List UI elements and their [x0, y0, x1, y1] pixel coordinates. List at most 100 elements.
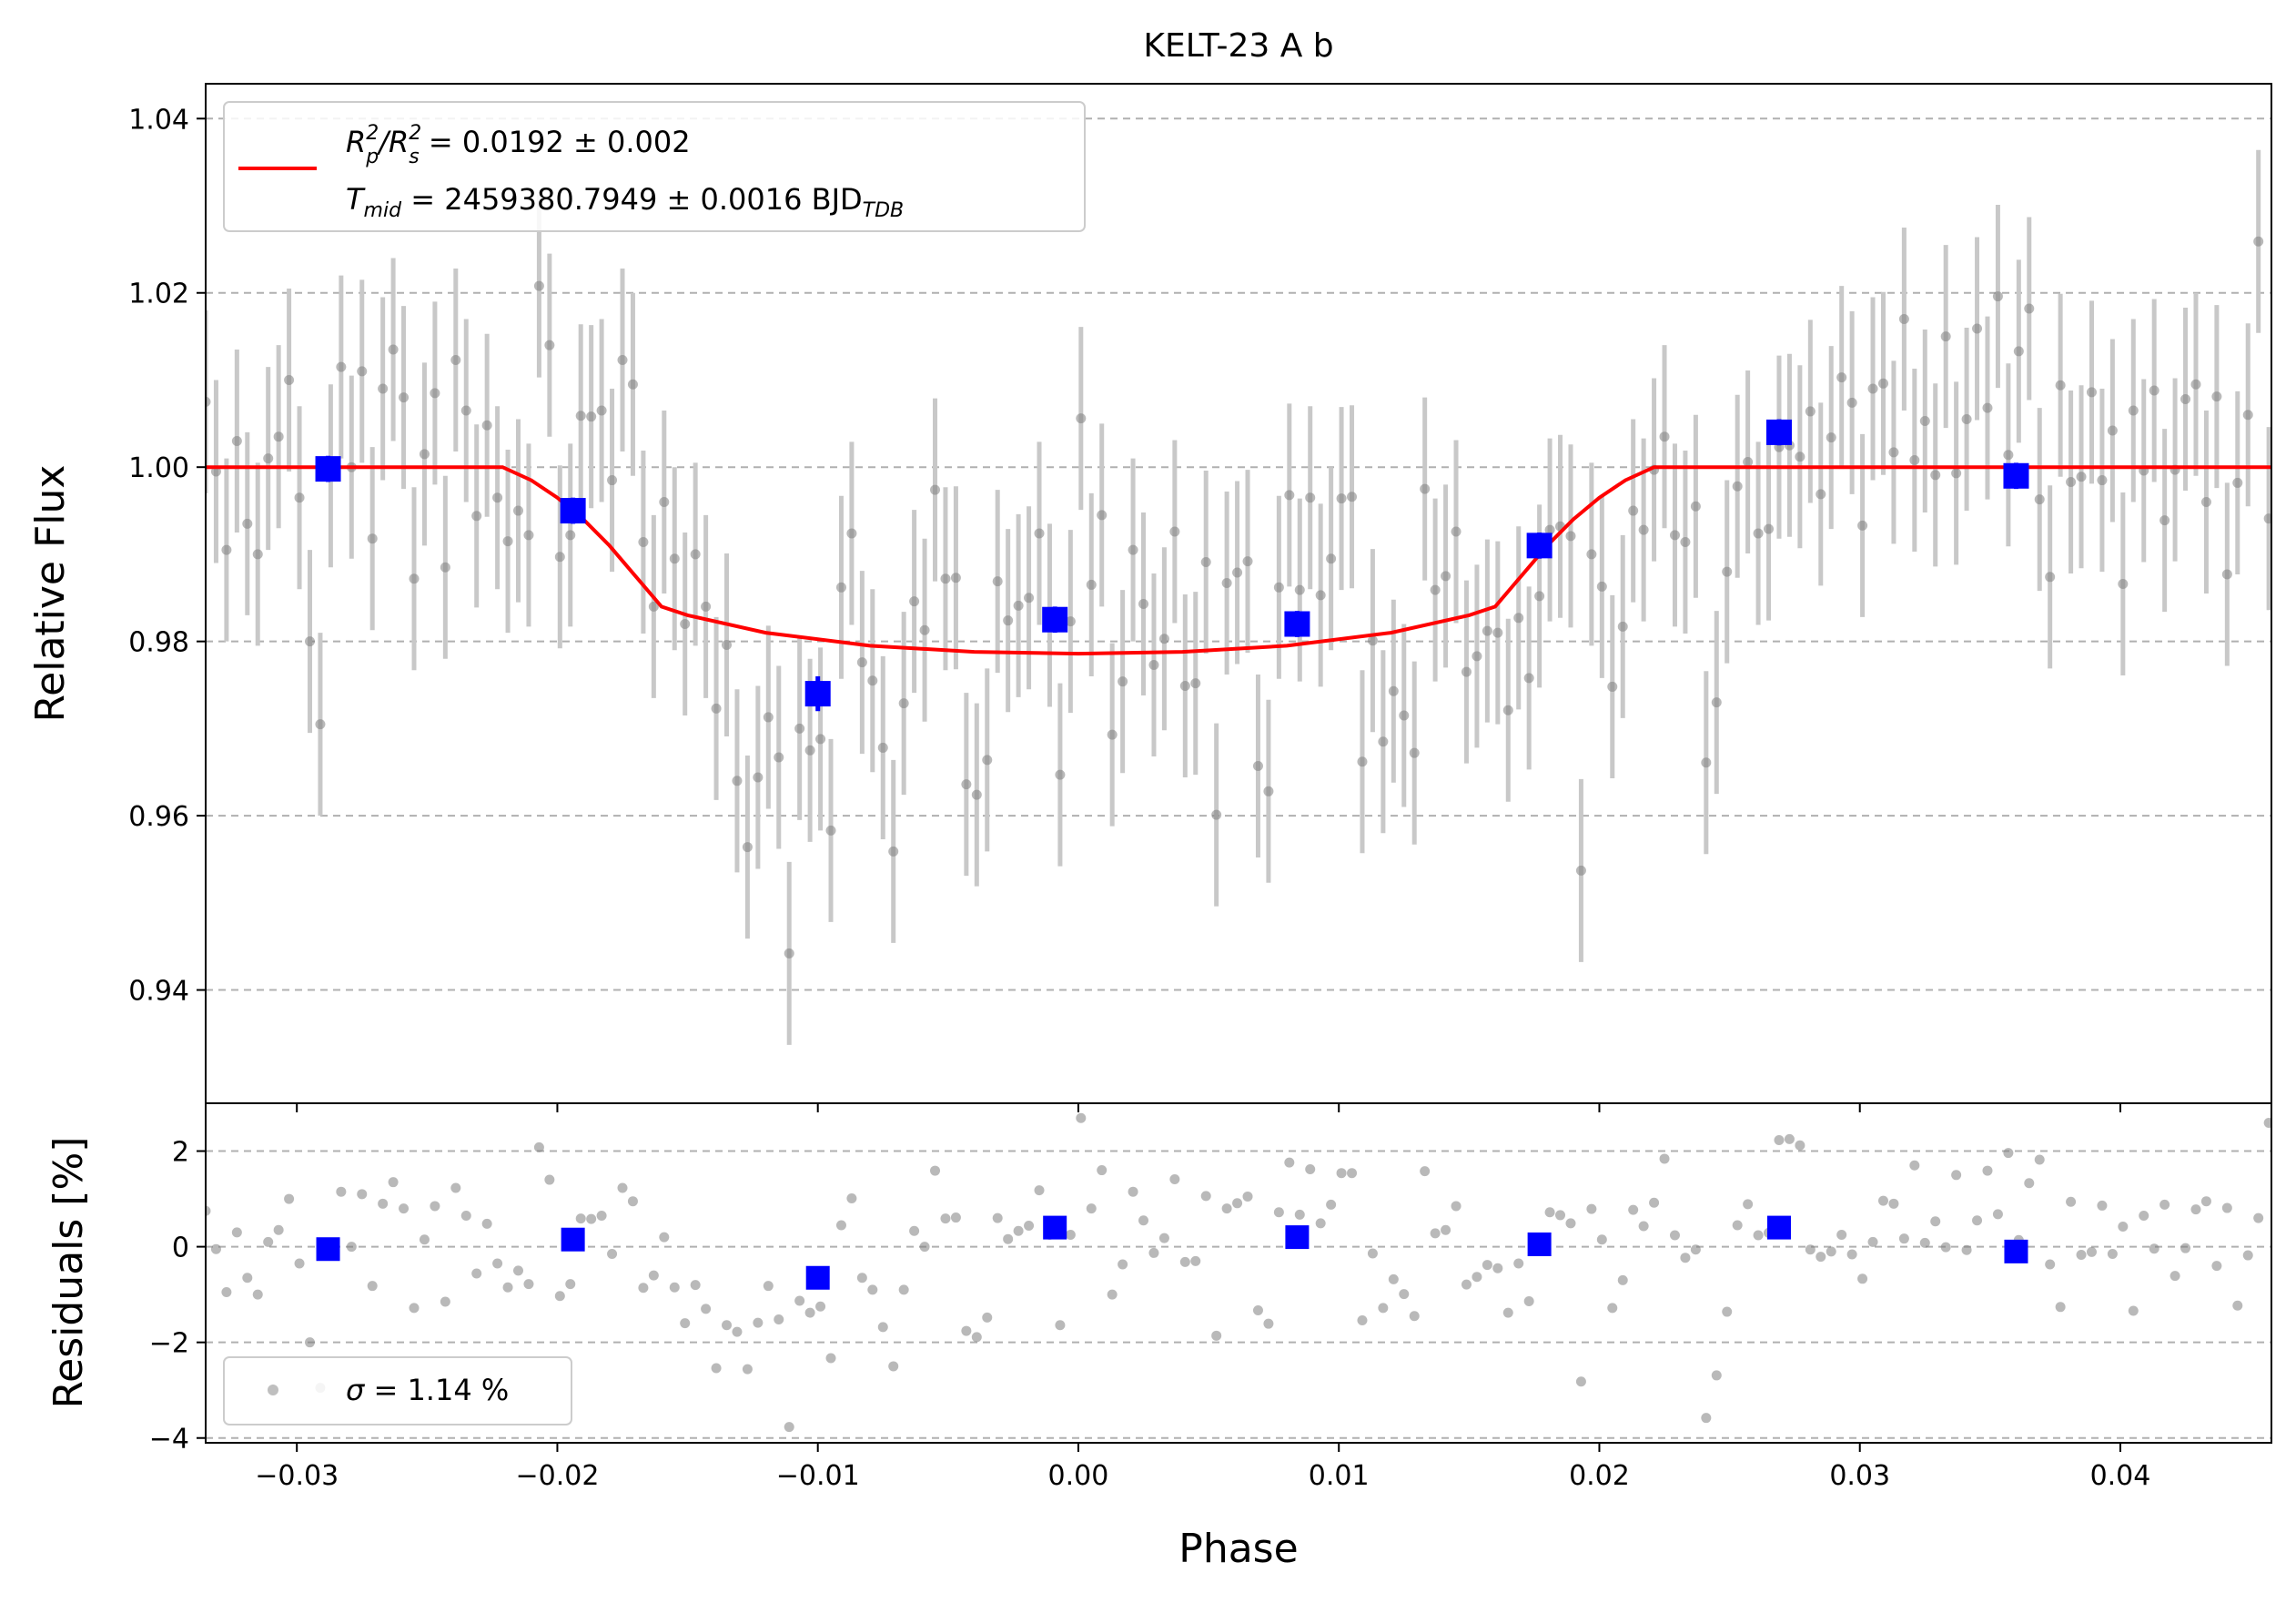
- flux-point: [1315, 590, 1326, 601]
- residual-point: [1252, 1304, 1263, 1315]
- binned-flux-point: [1765, 419, 1792, 445]
- residual-point: [1607, 1303, 1618, 1314]
- flux-point: [732, 776, 743, 786]
- flux-point: [1003, 615, 1014, 626]
- flux-point: [2086, 387, 2097, 398]
- residual-point: [888, 1361, 899, 1372]
- flux-point: [617, 354, 628, 365]
- flux-point: [399, 392, 410, 403]
- residual-point: [1128, 1186, 1138, 1197]
- flux-point: [242, 518, 253, 529]
- residual-point: [2232, 1300, 2243, 1311]
- residual-point: [971, 1332, 982, 1343]
- flux-point: [1128, 544, 1138, 555]
- flux-point: [638, 537, 649, 548]
- flux-point: [263, 453, 274, 464]
- residual-point: [357, 1189, 368, 1200]
- residual-point: [1034, 1185, 1045, 1196]
- residual-point: [206, 1205, 211, 1216]
- flux-point: [430, 388, 440, 399]
- flux-point: [1764, 523, 1775, 534]
- flux-point: [1638, 524, 1649, 535]
- residual-point: [1888, 1198, 1899, 1209]
- residual-point: [1898, 1233, 1909, 1244]
- residual-point: [638, 1283, 649, 1294]
- flux-point: [898, 698, 909, 709]
- residual-point: [1294, 1209, 1305, 1220]
- flux-point: [206, 396, 211, 407]
- flux-point: [1076, 413, 1087, 424]
- flux-point: [930, 484, 941, 495]
- residual-point: [1680, 1253, 1691, 1263]
- flux-point: [950, 573, 961, 583]
- residual-point: [909, 1225, 920, 1236]
- flux-point: [1826, 432, 1836, 443]
- flux-point: [284, 374, 295, 385]
- flux-point: [305, 636, 316, 647]
- residual-point: [1263, 1318, 1274, 1329]
- flux-point: [1200, 557, 1211, 568]
- residual-point: [481, 1218, 492, 1229]
- residuals-y-ticks: −4 −2 0 2: [149, 1137, 206, 1456]
- residual-point: [2034, 1154, 2045, 1165]
- flux-point: [460, 405, 471, 416]
- flux-point: [1055, 769, 1066, 780]
- residual-point: [2076, 1250, 2087, 1261]
- residual-point: [2066, 1196, 2077, 1207]
- flux-point: [784, 948, 794, 959]
- x-tick-label: 0.04: [2090, 1460, 2151, 1492]
- flux-point: [1430, 584, 1441, 595]
- flux-point: [554, 552, 565, 563]
- binned-residual-point: [805, 1265, 830, 1290]
- flux-point: [513, 505, 524, 516]
- flux-point: [1534, 591, 1545, 602]
- flux-point: [1284, 490, 1295, 501]
- legend-residual-marker: [268, 1385, 278, 1395]
- flux-point: [1867, 383, 1878, 394]
- flux-point: [1138, 598, 1149, 609]
- residual-point: [1669, 1230, 1680, 1241]
- residual-point: [1482, 1260, 1492, 1271]
- flux-point: [1680, 537, 1691, 548]
- flux-point: [2066, 476, 2077, 487]
- flux-point: [1982, 402, 1993, 413]
- residual-point: [2159, 1199, 2170, 1210]
- residual-point: [2253, 1212, 2264, 1223]
- residual-point: [856, 1273, 867, 1283]
- flux-point: [1743, 456, 1754, 467]
- residual-point: [1451, 1201, 1462, 1212]
- residual-point: [617, 1182, 628, 1193]
- flux-point: [2211, 391, 2222, 402]
- residual-point: [1805, 1244, 1816, 1255]
- residual-point: [763, 1281, 774, 1292]
- flux-point: [659, 496, 670, 507]
- residual-point: [1336, 1168, 1347, 1179]
- residual-point: [1326, 1199, 1337, 1210]
- flux-point: [2076, 472, 2087, 482]
- light-curve-y-ticks: 0.94 0.96 0.98 1.00 1.02 1.04: [128, 104, 206, 1008]
- flux-point: [1399, 710, 1410, 721]
- flux-point: [2013, 346, 2024, 357]
- flux-point: [1024, 593, 1035, 604]
- flux-point: [1857, 520, 1868, 531]
- flux-point: [982, 755, 993, 766]
- light-curve-y-tick-label: 0.96: [128, 801, 189, 833]
- flux-point: [1951, 468, 1962, 479]
- residual-point: [898, 1284, 909, 1295]
- flux-point: [2128, 405, 2139, 416]
- light-curve-legend-box: [223, 101, 1086, 232]
- binned-flux-point: [315, 456, 341, 482]
- flux-point: [1732, 481, 1743, 492]
- residuals-legend-box: [223, 1356, 572, 1425]
- residual-point: [596, 1210, 607, 1221]
- flux-point: [523, 530, 534, 541]
- x-tick-label: 0.02: [1569, 1460, 1630, 1492]
- binned-residual-point: [1043, 1215, 1067, 1240]
- flux-point: [763, 712, 774, 723]
- flux-point: [544, 340, 555, 350]
- x-tick-label: 0.00: [1048, 1460, 1109, 1492]
- flux-point: [1544, 524, 1555, 535]
- residual-point: [1722, 1306, 1733, 1317]
